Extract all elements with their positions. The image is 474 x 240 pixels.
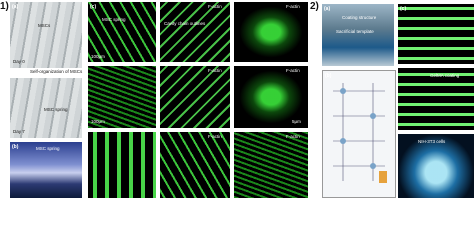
micrograph: Cavity chain outlines F-actin: [160, 2, 230, 62]
scale-bar-label: 100μm: [91, 54, 105, 59]
micrograph: (a) MSCs Day 0: [10, 2, 82, 68]
panel-label: (b): [325, 73, 332, 79]
annotation: Day 7: [13, 129, 25, 134]
micrograph: NIH-3T3 cells: [398, 134, 474, 198]
schematic: (b): [322, 70, 396, 198]
annotation: F-actin: [286, 134, 300, 139]
annotation: F-actin: [286, 4, 300, 9]
micrograph: (c): [398, 4, 474, 64]
annotation: Cavity chain outlines: [164, 21, 206, 26]
part-label: 1): [0, 1, 9, 12]
figure: 1) (a) MSCs Day 0 Self-organization of M…: [0, 1, 474, 198]
micrograph: MSC spring Day 7: [10, 78, 82, 138]
micrograph: F-actin 5μm: [234, 66, 308, 128]
annotation: Sacrificial template: [336, 29, 374, 34]
panel-label: (b): [12, 144, 19, 150]
annotation: MSC spring: [44, 107, 68, 112]
micrograph: GelMA coating: [398, 68, 474, 130]
annotation: F-actin: [286, 68, 300, 73]
scale-bar-label: 100μm: [91, 119, 105, 124]
annotation: F-actin: [208, 68, 222, 73]
annotation: Day 0: [13, 59, 25, 64]
micrograph: [88, 132, 156, 198]
scale-bar-label: 5μm: [292, 119, 301, 124]
annotation: GelMA coating: [430, 73, 460, 78]
panel-label: (a): [12, 4, 19, 10]
micrograph: F-actin: [160, 132, 230, 198]
micrograph: F-actin: [160, 66, 230, 128]
micrograph: (c) MSC spring 100μm: [88, 2, 156, 62]
annotation: MSC spring: [102, 17, 126, 22]
annotation: NIH-3T3 cells: [418, 139, 446, 144]
micrograph: (b) MSC spring: [10, 142, 82, 198]
micrograph: F-actin: [234, 132, 308, 198]
annotation: Self-organization of MSCs: [30, 69, 83, 74]
part-label: 2): [310, 1, 319, 12]
panel-label: (c): [400, 6, 407, 12]
annotation: Coating structure: [342, 15, 377, 20]
panel-label: (c): [90, 4, 97, 10]
annotation: MSCs: [38, 23, 51, 28]
micrograph: 100μm: [88, 66, 156, 128]
photo: (a) Coating structure Sacrificial templa…: [322, 4, 394, 66]
annotation: F-actin: [208, 134, 222, 139]
schematic-drawing: [333, 83, 387, 183]
micrograph: F-actin: [234, 2, 308, 62]
annotation: F-actin: [208, 4, 222, 9]
panel-label: (a): [324, 6, 331, 12]
annotation: MSC spring: [36, 146, 60, 151]
